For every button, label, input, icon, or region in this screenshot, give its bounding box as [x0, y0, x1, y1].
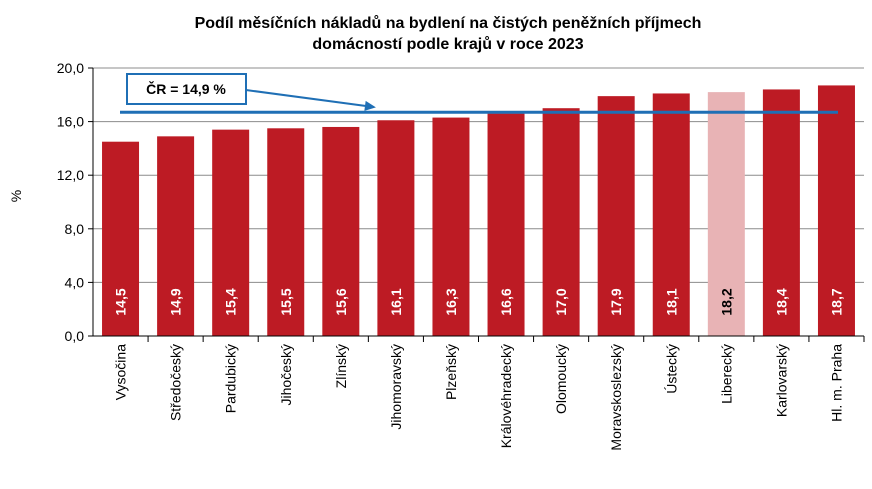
- bar-5: [377, 120, 415, 336]
- bar-2: [212, 129, 250, 336]
- bar-8: [542, 108, 580, 336]
- bar-value-label-2: 15,4: [223, 288, 239, 315]
- category-label-11: Liberecký: [718, 344, 734, 404]
- category-label-2: Pardubický: [223, 344, 239, 413]
- bar-value-label-10: 18,1: [663, 288, 679, 315]
- y-tick-label-4: 16,0: [57, 114, 84, 130]
- bar-6: [432, 117, 470, 336]
- bar-12: [762, 89, 800, 336]
- bar-value-label-11: 18,2: [718, 288, 734, 315]
- category-label-13: Hl. m. Praha: [828, 344, 844, 422]
- annotation-label: ČR = 14,9 %: [146, 80, 226, 97]
- chart-title-line-1: Podíl měsíčních nákladů na bydlení na či…: [195, 15, 702, 32]
- bars-layer: 14,5 14,9 15,4 15,5 15,6 16,1 16,3 16,6 17,0 17,9…: [102, 85, 855, 337]
- bar-4: [322, 126, 360, 337]
- y-tick-label-2: 8,0: [65, 221, 85, 237]
- y-tick-label-0: 0,0: [65, 328, 85, 344]
- bar-3: [267, 128, 305, 336]
- bar-value-label-0: 14,5: [113, 288, 129, 315]
- annotation-box: [126, 73, 247, 105]
- bar-value-label-6: 16,3: [443, 288, 459, 315]
- bar-11: [707, 92, 745, 337]
- bar-value-label-5: 16,1: [388, 288, 404, 315]
- reference-layer: ČR = 14,9 %: [120, 73, 838, 114]
- category-label-8: Olomoucký: [553, 344, 569, 414]
- bar-value-label-3: 15,5: [278, 288, 294, 315]
- bar-7: [487, 113, 525, 336]
- bar-0: [102, 141, 140, 336]
- category-label-1: Středočeský: [168, 344, 184, 421]
- annotation-arrow-head: [364, 100, 376, 111]
- category-label-4: Zlínský: [333, 344, 349, 388]
- annotation-arrow-shaft: [245, 89, 367, 107]
- category-label-12: Karlovarský: [773, 344, 789, 417]
- bar-value-label-1: 14,9: [168, 288, 184, 315]
- bar-10: [652, 93, 690, 337]
- category-label-10: Ústecký: [663, 344, 679, 394]
- bar-value-label-9: 17,9: [608, 288, 624, 315]
- chart-title-line-2: domácností podle krajů v roce 2023: [312, 36, 583, 53]
- bar-1: [157, 136, 195, 336]
- category-label-9: Moravskoslezský: [608, 344, 624, 451]
- bar-9: [597, 96, 635, 336]
- axes-layer: 0,0 4,0 8,0 12,0 16,0 20,0 Vysočina Středočeský…: [57, 60, 865, 451]
- bar-value-label-8: 17,0: [553, 288, 569, 315]
- bar-value-label-7: 16,6: [498, 288, 514, 315]
- category-label-7: Královéhradecký: [498, 344, 514, 448]
- y-axis-label: %: [8, 190, 24, 202]
- y-tick-label-3: 12,0: [57, 167, 84, 183]
- category-label-6: Plzeňský: [443, 344, 459, 400]
- bar-value-label-13: 18,7: [828, 288, 844, 315]
- category-label-3: Jihočeský: [278, 344, 294, 405]
- y-tick-label-5: 20,0: [57, 60, 84, 76]
- bar-value-label-4: 15,6: [333, 288, 349, 315]
- bar-13: [817, 85, 855, 336]
- y-tick-label-1: 4,0: [65, 274, 85, 290]
- category-label-5: Jihomoravský: [388, 344, 404, 430]
- category-label-0: Vysočina: [113, 344, 129, 401]
- bar-value-label-12: 18,4: [773, 288, 789, 315]
